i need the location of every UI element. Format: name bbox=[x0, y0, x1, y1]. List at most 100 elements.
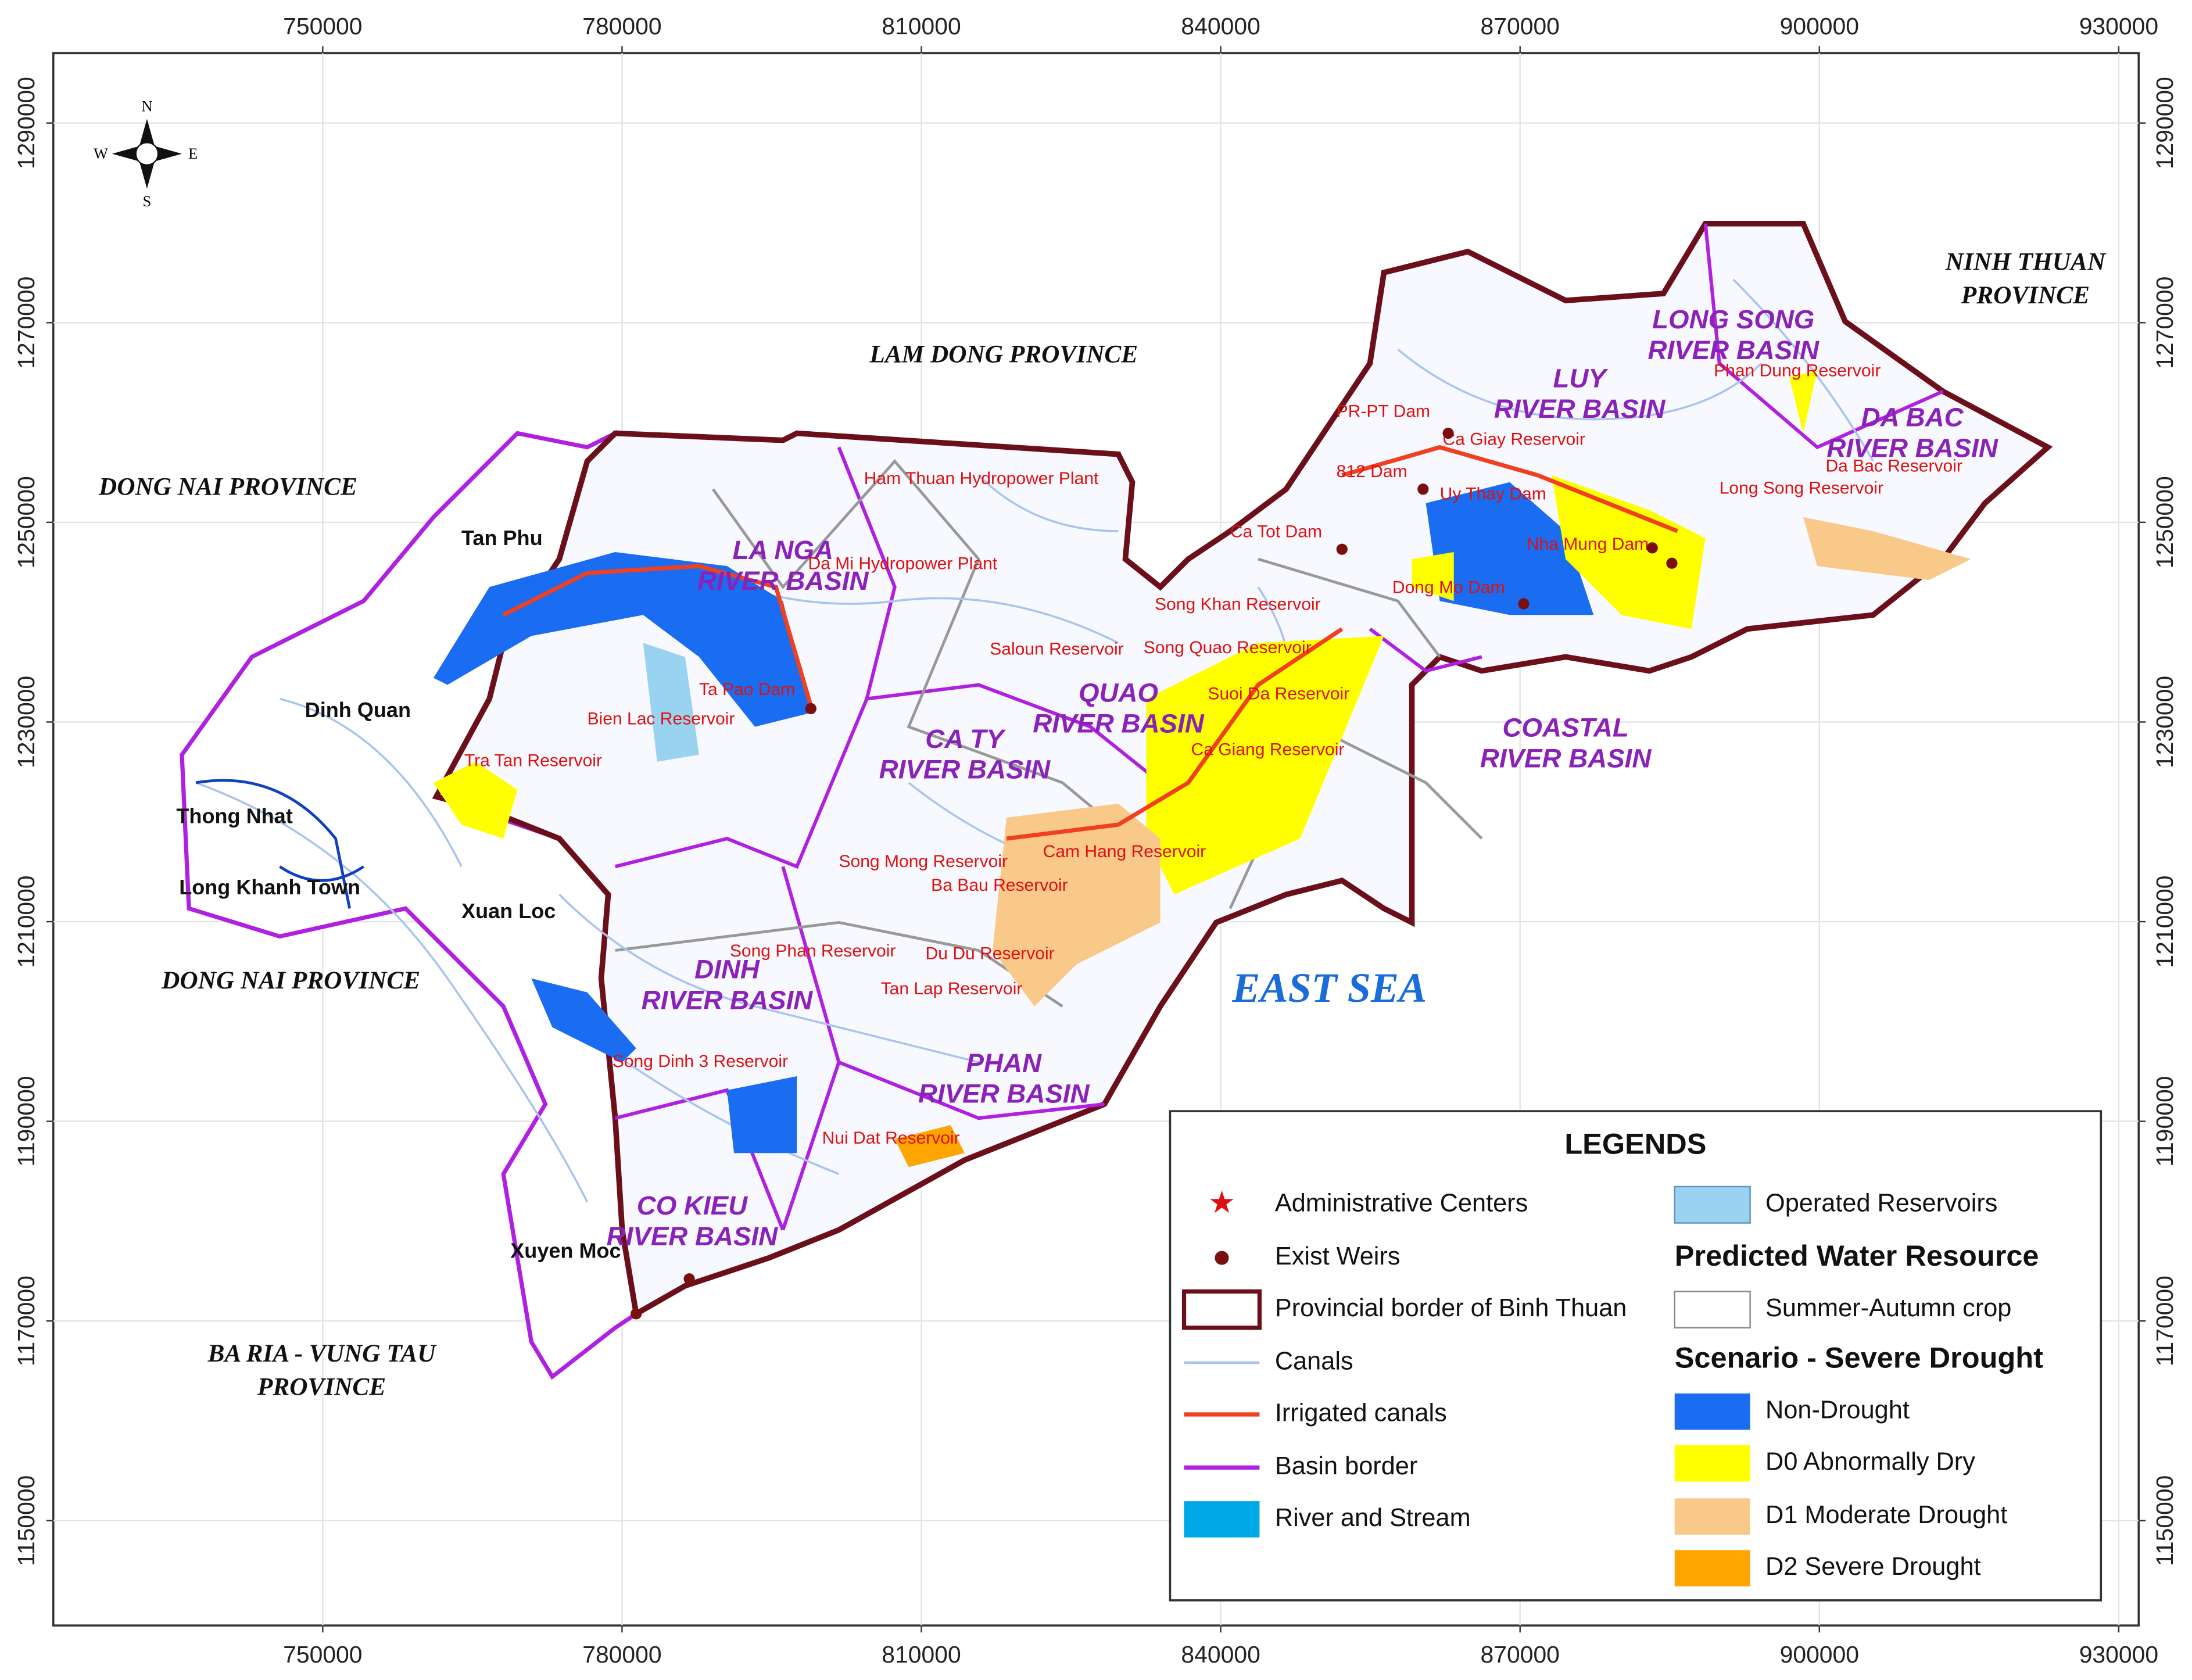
basin-label: RIVER BASIN bbox=[1033, 708, 1204, 738]
x-tick-label: 810000 bbox=[882, 13, 961, 40]
basin-label: RIVER BASIN bbox=[879, 755, 1051, 785]
basin-label: RIVER BASIN bbox=[1648, 335, 1819, 365]
town-label: Thong Nhat bbox=[176, 804, 292, 828]
irrigated-canal bbox=[1006, 627, 1344, 841]
legend-item: River and Stream bbox=[1275, 1504, 1471, 1532]
basin-label: COASTAL bbox=[1502, 713, 1628, 743]
reservoir-label: Nui Dat Reservoir bbox=[822, 1129, 960, 1148]
basin-label: LA NGA bbox=[733, 535, 833, 565]
basin-border bbox=[1369, 627, 1482, 673]
d0-symbol bbox=[1674, 1445, 1750, 1482]
reservoir-label: PR-PT Dam bbox=[1337, 402, 1430, 421]
y-tick-label: 1190000 bbox=[2151, 1076, 2178, 1167]
reservoir-label: Suoi Da Reservoir bbox=[1208, 684, 1349, 703]
y-tick-label: 1230000 bbox=[2151, 676, 2178, 768]
legend-title: LEGENDS bbox=[1564, 1127, 1706, 1160]
ticks: 750000 750000 780000 780000 810000 810000 8400… bbox=[13, 13, 2178, 1668]
reservoir-label: 812 Dam bbox=[1337, 462, 1407, 481]
legend-item: Exist Weirs bbox=[1275, 1242, 1401, 1270]
x-tick-label: 930000 bbox=[2079, 1641, 2158, 1668]
legend-item: Irrigated canals bbox=[1275, 1399, 1447, 1427]
legend-box bbox=[1169, 1110, 2103, 1602]
reservoir-label: Da Bac Reservoir bbox=[1825, 456, 1962, 475]
y-tick-label: 1230000 bbox=[13, 676, 40, 768]
y-tick-label: 1270000 bbox=[2151, 277, 2178, 369]
reservoir-label: Song Mong Reservoir bbox=[839, 852, 1008, 871]
reservoir-label: Da Mi Hydropower Plant bbox=[808, 554, 998, 574]
reservoir-label: Cam Hang Reservoir bbox=[1043, 842, 1206, 861]
basin-border bbox=[837, 446, 897, 700]
reservoir-label: Saloun Reservoir bbox=[990, 639, 1123, 658]
basin-label: DINH bbox=[694, 955, 760, 984]
legend-heading: Scenario - Severe Drought bbox=[1675, 1341, 2043, 1374]
district-border bbox=[712, 459, 1148, 854]
town-label: Xuan Loc bbox=[461, 899, 556, 923]
admin-center-symbol: ★ bbox=[1208, 1185, 1235, 1220]
crop-symbol bbox=[1674, 1291, 1751, 1329]
basin-label: RIVER BASIN bbox=[1494, 394, 1666, 424]
legend-item: Provincial border of Binh Thuan bbox=[1275, 1294, 1627, 1322]
town-label: Xuyen Moc bbox=[510, 1239, 621, 1263]
reservoir-label: Uy Thay Dam bbox=[1440, 484, 1546, 503]
basin-label: RIVER BASIN bbox=[1826, 434, 1998, 463]
d0-area bbox=[1789, 370, 1818, 434]
y-tick-label: 1250000 bbox=[13, 476, 40, 568]
reservoir-label: Long Song Reservoir bbox=[1720, 479, 1883, 498]
reservoir-label: Song Phan Reservoir bbox=[730, 941, 896, 961]
y-tick-label: 1170000 bbox=[13, 1276, 40, 1366]
district-border bbox=[1258, 557, 1441, 658]
y-tick-label: 1190000 bbox=[13, 1076, 40, 1167]
sea-label: EAST SEA bbox=[1231, 965, 1427, 1011]
basin-label: RIVER BASIN bbox=[642, 986, 813, 1015]
legend-item: Canals bbox=[1275, 1347, 1353, 1375]
x-tick-label: 900000 bbox=[1780, 13, 1859, 40]
province-symbol bbox=[1181, 1289, 1262, 1330]
reservoir-label: Song Khan Reservoir bbox=[1155, 594, 1321, 614]
legend: LEGENDS ★ Administrative Centers Exist W… bbox=[1169, 1110, 2103, 1602]
weirs bbox=[631, 427, 1678, 1320]
legend-heading: Predicted Water Resource bbox=[1675, 1239, 2039, 1272]
legend-item: D0 Abnormally Dry bbox=[1765, 1448, 1975, 1476]
y-tick-label: 1150000 bbox=[2151, 1475, 2178, 1566]
legend-item: Summer-Autumn crop bbox=[1765, 1294, 2011, 1322]
reservoir-label: Dong Mo Dam bbox=[1392, 578, 1505, 597]
legend-item: Basin border bbox=[1275, 1452, 1417, 1480]
non-drought-area bbox=[531, 978, 636, 1062]
reservoir-area bbox=[643, 643, 699, 762]
y-tick-label: 1270000 bbox=[13, 277, 40, 369]
province-label: DONG NAI PROVINCE bbox=[98, 473, 357, 501]
legend-item: D1 Moderate Drought bbox=[1765, 1501, 2007, 1529]
reservoir-label: Nha Mung Dam bbox=[1527, 535, 1649, 554]
y-tick-label: 1210000 bbox=[13, 875, 40, 968]
x-tick-label: 840000 bbox=[1181, 1641, 1260, 1668]
x-tick-label: 930000 bbox=[2079, 13, 2158, 40]
legend-item: Operated Reservoirs bbox=[1765, 1190, 1997, 1217]
reservoir-label: Song Dinh 3 Reservoir bbox=[613, 1052, 788, 1071]
river-symbol bbox=[1184, 1501, 1260, 1538]
non-drought-symbol bbox=[1674, 1393, 1750, 1430]
non-drought-area bbox=[1425, 482, 1594, 615]
reservoir-label: Song Quao Reservoir bbox=[1144, 638, 1312, 657]
x-tick-label: 870000 bbox=[1481, 1641, 1560, 1668]
irrigated-canal bbox=[502, 564, 813, 707]
compass-s: S bbox=[143, 192, 152, 210]
x-tick-label: 900000 bbox=[1780, 1641, 1859, 1668]
basin-label: RIVER BASIN bbox=[607, 1222, 778, 1251]
irrigated-canals bbox=[502, 445, 1678, 841]
compass-n: N bbox=[141, 97, 152, 114]
town-label: Dinh Quan bbox=[305, 698, 411, 722]
d1-symbol bbox=[1674, 1498, 1750, 1535]
d1-area bbox=[993, 803, 1161, 1006]
basin-border bbox=[1703, 223, 1944, 450]
d0-area bbox=[1146, 636, 1384, 895]
reservoir-label: Ca Giang Reservoir bbox=[1191, 740, 1345, 760]
canals bbox=[195, 278, 1874, 1203]
province-label: PROVINCE bbox=[257, 1373, 386, 1401]
x-tick-label: 870000 bbox=[1481, 13, 1560, 40]
reservoir-label: Du Du Reservoir bbox=[926, 944, 1055, 963]
town-label: Long Khanh Town bbox=[179, 875, 360, 899]
non-drought-area bbox=[727, 1076, 797, 1154]
basin-label: DA BAC bbox=[1861, 403, 1964, 432]
